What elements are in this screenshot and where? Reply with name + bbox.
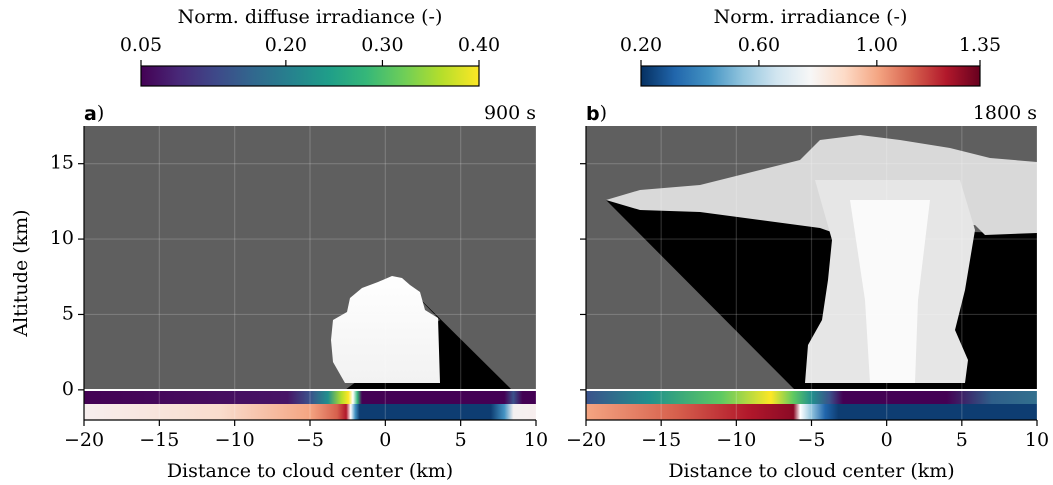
image-b — [586, 126, 1037, 420]
colorbar-label: Norm. irradiance (-) — [714, 6, 908, 28]
x-tick-label: 10 — [524, 429, 548, 451]
y-axis-label: Altitude (km) — [10, 209, 32, 337]
panel-suffix: ) — [97, 102, 104, 124]
x-tick-label: −15 — [139, 429, 179, 451]
x-tick-label: −20 — [566, 429, 606, 451]
y-tick-label: 15 — [50, 152, 74, 174]
colorbar-tick-label: 0.20 — [265, 34, 307, 56]
panel-suffix: ) — [600, 102, 607, 124]
colorbar-tick-label: 1.35 — [959, 34, 1001, 56]
colorbar-tick-label: 1.00 — [856, 34, 898, 56]
x-tick-label: −5 — [797, 429, 825, 451]
panel-label: b) — [586, 102, 607, 125]
colorbar-tick-label: 0.40 — [458, 34, 500, 56]
colorbar-tick-label: 0.60 — [738, 34, 780, 56]
x-tick-label: 0 — [881, 429, 893, 451]
panel-letter: b — [586, 103, 600, 125]
y-tick-label: 10 — [50, 227, 74, 249]
x-tick-label: −10 — [716, 429, 756, 451]
x-tick-label: −5 — [296, 429, 324, 451]
x-tick-label: −15 — [641, 429, 681, 451]
panel-letter: a — [84, 103, 97, 125]
colorbar-label: Norm. diffuse irradiance (-) — [178, 6, 443, 28]
x-tick-label: −20 — [64, 429, 104, 451]
x-axis-label: Distance to cloud center (km) — [167, 460, 453, 482]
time-label: 1800 s — [973, 102, 1037, 124]
image-a — [84, 126, 536, 420]
y-tick-label: 0 — [62, 378, 74, 400]
colorbar — [640, 65, 981, 87]
x-tick-label: 0 — [379, 429, 391, 451]
x-axis-label: Distance to cloud center (km) — [668, 460, 954, 482]
colorbar-tick-label: 0.30 — [361, 34, 403, 56]
colorbar — [140, 65, 480, 87]
panel-label: a) — [84, 102, 104, 125]
x-tick-label: 5 — [956, 429, 968, 451]
x-tick-label: −10 — [215, 429, 255, 451]
x-tick-label: 5 — [455, 429, 467, 451]
colorbar-tick-label: 0.20 — [620, 34, 662, 56]
x-tick-label: 10 — [1025, 429, 1049, 451]
time-label: 900 s — [484, 102, 536, 124]
colorbar-tick-label: 0.05 — [120, 34, 162, 56]
y-tick-label: 5 — [62, 302, 74, 324]
